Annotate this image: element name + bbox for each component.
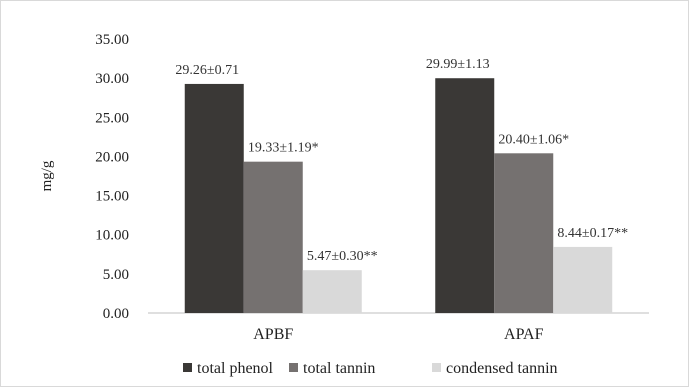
y-tick-label: 5.00 [103, 267, 129, 283]
bar-total-tannin-apaf [494, 153, 554, 313]
y-tick-label: 10.00 [95, 228, 129, 244]
data-label: 5.47±0.30** [307, 249, 378, 264]
y-axis-label: mg/g [39, 160, 55, 191]
legend-swatch [289, 363, 298, 372]
y-tick-label: 30.00 [95, 71, 129, 87]
data-labels: 29.26±0.71 19.33±1.19* 5.47±0.30** 29.99±1.… [175, 57, 628, 264]
legend-swatch [183, 363, 192, 372]
bar-total-phenol-apaf [435, 78, 495, 313]
legend-label: total phenol [197, 360, 274, 377]
data-label: 29.26±0.71 [175, 63, 239, 78]
y-axis: 0.00 5.00 10.00 15.00 20.00 25.00 30.00 35.00 [95, 32, 129, 322]
y-tick-label: 20.00 [95, 149, 129, 165]
bar-condensed-tannin-apbf [302, 270, 362, 313]
y-tick-label: 35.00 [95, 32, 129, 48]
legend-label: condensed tannin [446, 360, 558, 377]
x-category-label: APAF [504, 326, 544, 343]
data-label: 19.33±1.19* [248, 141, 319, 156]
legend: total phenol total tannin condensed tannin [183, 360, 558, 377]
bars [184, 78, 613, 313]
x-axis: APBF APAF [148, 312, 649, 343]
bar-total-phenol-apbf [184, 83, 244, 313]
x-category-label: APBF [253, 326, 293, 343]
data-label: 20.40±1.06* [498, 132, 569, 147]
y-tick-label: 0.00 [103, 306, 129, 322]
bar-total-tannin-apbf [243, 161, 303, 313]
data-label: 8.44±0.17** [557, 226, 628, 241]
bar-condensed-tannin-apaf [553, 246, 613, 313]
y-tick-label: 15.00 [95, 189, 129, 205]
legend-label: total tannin [303, 360, 375, 377]
y-tick-label: 25.00 [95, 110, 129, 126]
data-label: 29.99±1.13 [426, 57, 490, 72]
legend-swatch [432, 363, 441, 372]
